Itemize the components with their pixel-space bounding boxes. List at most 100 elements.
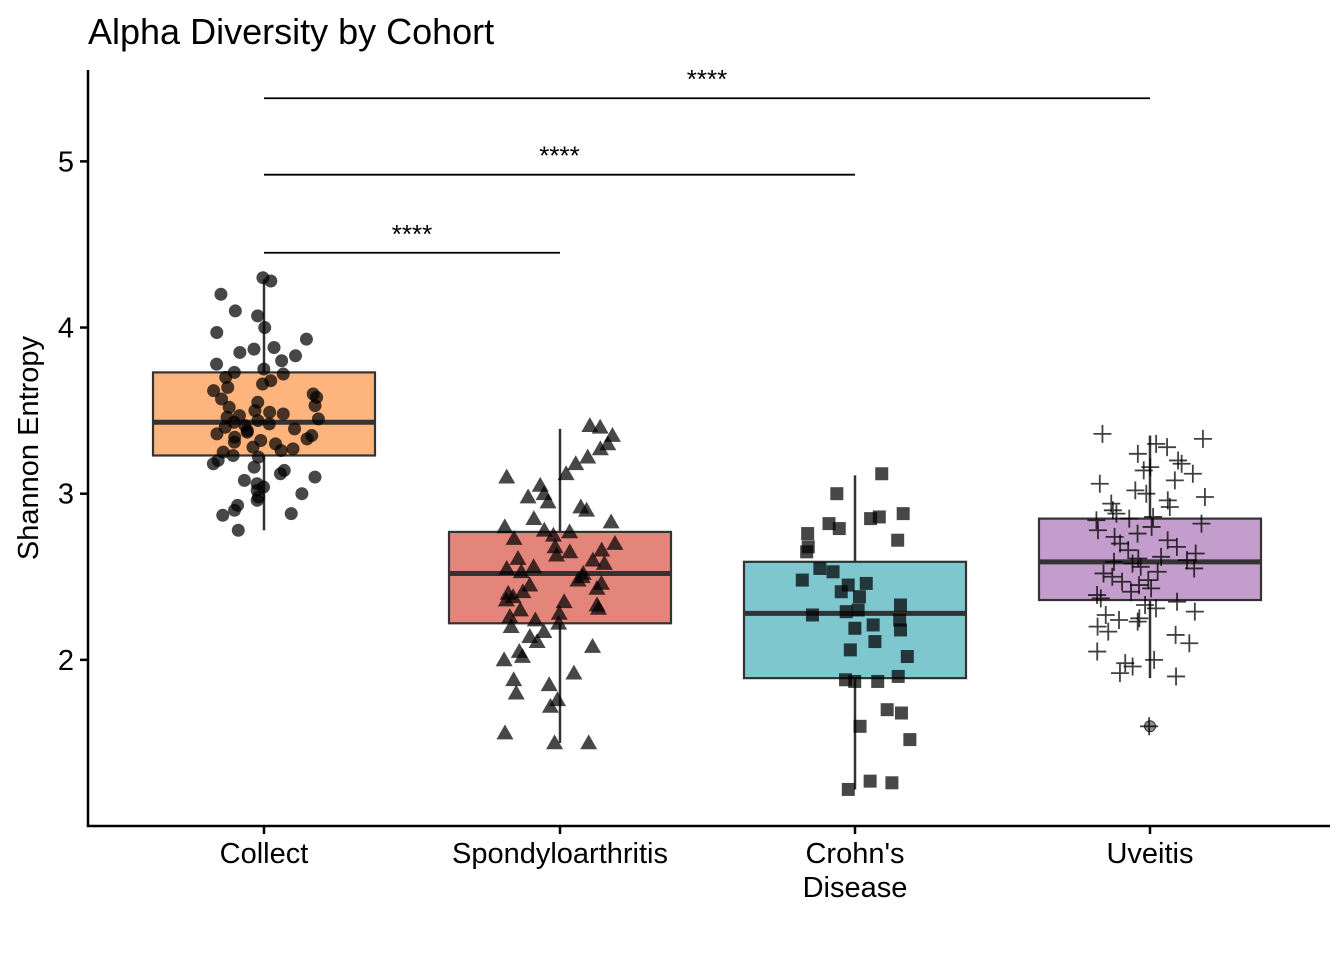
data-point (1113, 572, 1132, 591)
data-point (308, 470, 322, 484)
data-point (227, 435, 241, 449)
data-point (496, 724, 514, 740)
data-point (893, 598, 907, 612)
data-point (1144, 507, 1163, 526)
data-point (512, 563, 530, 579)
data-point (1185, 559, 1204, 578)
data-point (1120, 509, 1139, 528)
data-point (1094, 564, 1113, 583)
data-point (248, 404, 262, 418)
data-point (550, 614, 568, 630)
significance-label: **** (392, 219, 432, 249)
data-point (832, 522, 846, 536)
data-point (498, 468, 516, 484)
data-point (848, 674, 862, 688)
data-point (548, 546, 566, 562)
data-point (210, 357, 224, 371)
data-point (1158, 531, 1177, 550)
data-point (903, 733, 917, 747)
data-point (839, 605, 853, 619)
data-point (256, 377, 270, 391)
significance-label: **** (539, 141, 579, 171)
data-point (1172, 454, 1191, 473)
x-tick-label: Crohn's (805, 838, 904, 870)
data-point (541, 697, 559, 713)
data-point (900, 650, 914, 664)
data-point (1104, 552, 1123, 571)
data-point (826, 565, 840, 579)
data-point (591, 418, 609, 434)
data-point (286, 442, 300, 456)
data-point (247, 342, 261, 356)
data-point (1128, 524, 1147, 543)
data-point (502, 618, 520, 633)
data-point (1137, 484, 1156, 503)
data-point (896, 507, 910, 521)
data-point (1142, 579, 1161, 598)
data-point (251, 309, 265, 323)
data-point (894, 623, 908, 637)
data-point (893, 613, 907, 627)
data-point (579, 448, 597, 464)
data-point (1139, 571, 1158, 590)
data-point (262, 417, 276, 431)
data-point (1128, 612, 1147, 631)
data-point (228, 304, 242, 318)
data-point (588, 579, 606, 595)
data-point (834, 585, 848, 599)
data-point (505, 671, 523, 687)
data-point (1110, 610, 1128, 629)
data-point (891, 669, 905, 683)
data-point (880, 703, 894, 717)
data-point (606, 535, 624, 550)
data-point (289, 349, 303, 363)
data-point (275, 354, 289, 368)
data-point (602, 513, 620, 529)
data-point (1123, 554, 1142, 573)
data-point (1099, 622, 1118, 641)
data-point (550, 604, 568, 620)
data-point (848, 621, 862, 635)
data-point (240, 425, 254, 439)
data-point (1130, 609, 1149, 628)
data-point (863, 774, 877, 788)
data-point (206, 457, 220, 471)
data-point (578, 501, 596, 517)
data-point (875, 467, 889, 481)
data-point (295, 487, 309, 501)
data-point (841, 782, 855, 796)
data-point (251, 450, 265, 464)
data-point (514, 583, 532, 599)
x-tick-label: Disease (803, 872, 908, 904)
data-point (257, 362, 271, 376)
data-point (544, 526, 562, 542)
data-point (210, 326, 224, 340)
data-point (1122, 582, 1141, 601)
data-point (584, 551, 602, 567)
data-point (1169, 451, 1188, 470)
data-point (246, 440, 260, 454)
data-point (276, 367, 290, 381)
x-tick-label: Spondyloarthritis (452, 838, 668, 870)
data-point (1088, 521, 1107, 540)
data-point (226, 448, 240, 462)
data-point (1091, 589, 1110, 608)
y-tick-label: 2 (58, 645, 74, 677)
box-body (742, 560, 968, 680)
y-axis-title: Shannon Entropy (13, 335, 45, 560)
data-point (555, 593, 573, 609)
data-point (1192, 514, 1211, 533)
data-point (868, 635, 882, 649)
data-point (264, 274, 278, 288)
data-point (509, 549, 527, 565)
data-point (231, 523, 245, 537)
data-point (1096, 605, 1115, 624)
data-point (1160, 497, 1179, 516)
data-point (535, 521, 553, 537)
boxes-layer (151, 279, 1263, 790)
data-point (250, 493, 264, 507)
points-layer (206, 271, 1214, 796)
data-point (1168, 592, 1187, 611)
data-point (567, 455, 585, 471)
